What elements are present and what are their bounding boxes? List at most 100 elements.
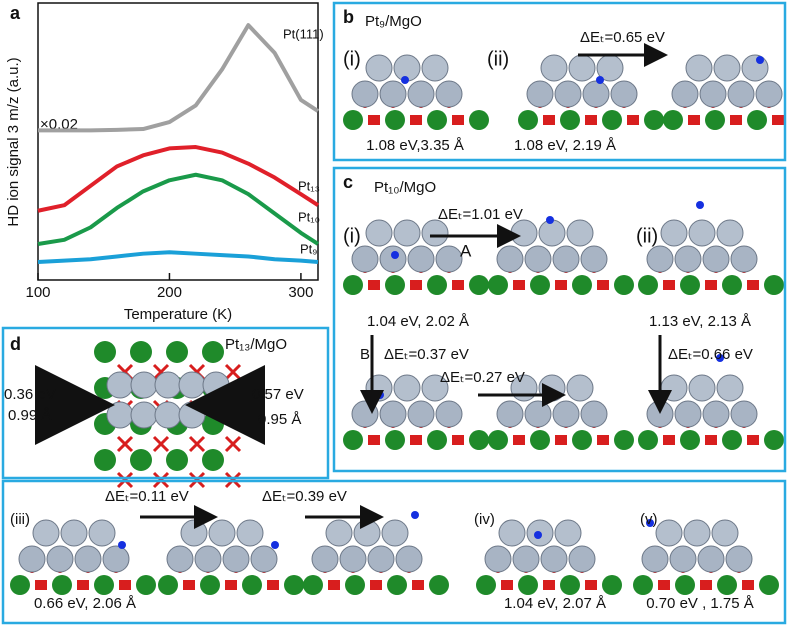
pt-atom	[435, 80, 463, 108]
mg-atom	[530, 275, 550, 295]
pt-atom	[311, 545, 339, 573]
o-atom	[742, 580, 754, 590]
o-atom	[700, 580, 712, 590]
mg-atom	[469, 275, 489, 295]
mg-atom	[343, 430, 363, 450]
mg-atom	[202, 449, 224, 471]
pt-atom	[154, 371, 182, 399]
bottom-frame	[1, 479, 787, 625]
barrier: ΔEₜ=0.11 eV	[105, 488, 189, 505]
mg-atom	[94, 575, 114, 595]
mg-atom	[680, 430, 700, 450]
mg-atom	[717, 575, 737, 595]
pt-atom	[582, 80, 610, 108]
mg-atom	[166, 341, 188, 363]
o-atom	[368, 435, 380, 445]
pt-atom	[381, 519, 409, 547]
pt-atom	[610, 80, 638, 108]
pt-atom	[74, 545, 102, 573]
pt-atom	[18, 545, 46, 573]
mg-atom	[633, 575, 653, 595]
mg-atom	[10, 575, 30, 595]
pt-atom	[130, 371, 158, 399]
mg-atom	[427, 275, 447, 295]
h-atom	[546, 216, 554, 224]
pt-atom	[566, 374, 594, 402]
pt-atom	[496, 245, 524, 273]
pt-atom	[660, 219, 688, 247]
h-atom	[376, 391, 384, 399]
o-atom	[705, 280, 717, 290]
x-axis-label: Temperature (K)	[124, 306, 232, 323]
label: (iii)	[10, 511, 30, 528]
o-atom	[627, 115, 639, 125]
x-tick-label: 300	[288, 284, 313, 301]
mg-atom	[345, 575, 365, 595]
pt-atom	[194, 545, 222, 573]
barrier: ΔEₜ=0.39 eV	[262, 488, 347, 505]
pt-atom	[46, 545, 74, 573]
mg-atom	[136, 575, 156, 595]
line-series	[37, 172, 320, 246]
pt-atom	[421, 54, 449, 82]
mg-atom	[602, 110, 622, 130]
o-atom	[513, 435, 525, 445]
mg-atom	[644, 110, 664, 130]
pt-atom	[60, 519, 88, 547]
series-label: Pt₁₀	[298, 209, 320, 224]
mg-atom	[747, 110, 767, 130]
pt-atom	[202, 371, 230, 399]
mg-atom	[722, 275, 742, 295]
o-atom	[77, 580, 89, 590]
mg-atom	[469, 430, 489, 450]
structures	[10, 43, 784, 595]
o-atom	[267, 580, 279, 590]
o-atom	[555, 435, 567, 445]
value: 0.95 Å	[258, 411, 301, 428]
barrier: ΔEₜ=0.27 eV	[440, 369, 525, 386]
o-atom	[225, 580, 237, 590]
label: (ii)	[636, 225, 658, 247]
mg-atom	[94, 449, 116, 471]
o-atom	[452, 115, 464, 125]
pt-atom	[407, 80, 435, 108]
panel-title: Pt₁₃/MgO	[225, 336, 287, 353]
pt-atom	[697, 545, 725, 573]
mg-atom	[663, 110, 683, 130]
mg-atom	[385, 430, 405, 450]
pt-atom	[393, 219, 421, 247]
pt-atom	[688, 219, 716, 247]
panel-label: c	[343, 172, 353, 192]
pt-atom	[154, 401, 182, 429]
pt-atom	[351, 245, 379, 273]
pt-atom	[671, 80, 699, 108]
o-atom	[688, 115, 700, 125]
h-atom	[646, 519, 654, 527]
pt-atom	[538, 219, 566, 247]
pt-atom	[660, 374, 688, 402]
mg-atom	[614, 430, 634, 450]
o-atom	[597, 280, 609, 290]
pt-atom	[540, 545, 568, 573]
pt-atom	[646, 245, 674, 273]
h-atom	[401, 76, 409, 84]
mg-atom	[638, 275, 658, 295]
pt-atom	[552, 400, 580, 428]
h-atom	[596, 76, 604, 84]
pt-atom	[730, 245, 758, 273]
pt-atom	[351, 80, 379, 108]
pt-atom	[755, 80, 783, 108]
pt-atom	[353, 519, 381, 547]
pt-atom	[702, 245, 730, 273]
pt-atom	[421, 219, 449, 247]
h-atom	[391, 251, 399, 259]
pt-atom	[674, 400, 702, 428]
mg-atom	[560, 110, 580, 130]
pt-atom	[716, 374, 744, 402]
o-atom	[597, 435, 609, 445]
pt-atom	[580, 245, 608, 273]
mg-atom	[427, 110, 447, 130]
barrier: ΔEₜ=0.66 eV	[668, 346, 753, 363]
o-atom	[116, 435, 134, 453]
mg-atom	[469, 110, 489, 130]
